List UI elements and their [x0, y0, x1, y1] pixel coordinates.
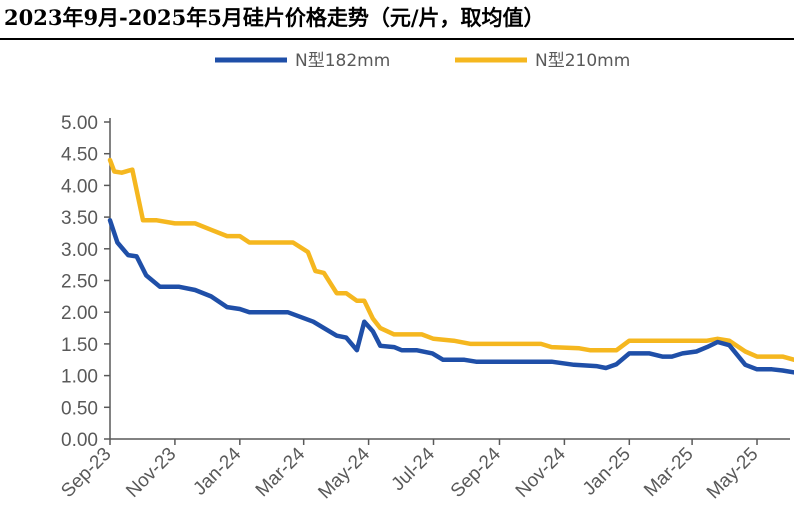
series-line-n182mm — [107, 218, 794, 375]
legend-label: N型210mm — [535, 51, 630, 71]
y-axis: 0.00 0.50 1.00 1.50 2.00 2.50 3.00 3.50 4.00 4.50… — [61, 113, 111, 451]
y-tick-label: 4.50 — [61, 145, 98, 166]
y-tick-label: 2.50 — [61, 272, 98, 293]
x-tick-label: May-24 — [314, 443, 374, 503]
x-tick-label: Nov-24 — [512, 443, 570, 501]
title-divider — [0, 38, 794, 40]
y-tick-label: 1.50 — [61, 335, 98, 356]
y-tick-label: 3.50 — [61, 208, 98, 229]
x-tick-label: Jan-25 — [579, 444, 635, 500]
series-group — [107, 157, 794, 375]
x-tick-label: May-25 — [703, 444, 763, 504]
series-line-n210mm — [107, 157, 794, 363]
x-tick-label: Jan-24 — [189, 443, 245, 499]
y-tick-label: 0.50 — [61, 398, 98, 419]
x-tick-label: Nov-23 — [122, 444, 180, 502]
x-axis: Sep-23 Nov-23 Jan-24 Mar-24 May-24 Jul-24 Sep-… — [57, 438, 790, 504]
y-tick-label: 3.00 — [61, 240, 98, 261]
x-tick-label: Sep-23 — [57, 444, 115, 502]
y-tick-label: 5.00 — [61, 113, 98, 134]
page-title: 2023年9月-2025年5月硅片价格走势（元/片，取均值） — [4, 5, 545, 30]
y-tick-label: 1.00 — [61, 367, 98, 388]
x-tick-label: Mar-24 — [252, 443, 310, 501]
x-tick-label: Mar-25 — [640, 444, 697, 501]
y-tick-label: 2.00 — [61, 303, 98, 324]
legend: N型182mm N型210mm — [215, 51, 630, 71]
y-tick-label: 0.00 — [61, 430, 98, 451]
x-tick-label: Jul-24 — [388, 443, 440, 495]
legend-label: N型182mm — [295, 51, 390, 71]
y-tick-label: 4.00 — [61, 176, 98, 197]
x-tick-label: Sep-24 — [447, 443, 505, 501]
